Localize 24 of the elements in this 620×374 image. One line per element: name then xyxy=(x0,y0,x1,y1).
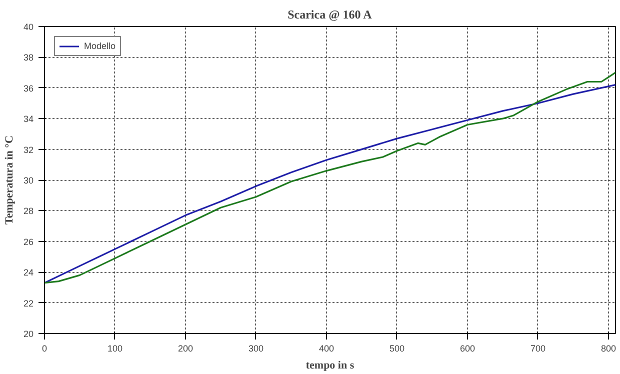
y-tick-label: 32 xyxy=(23,144,34,155)
x-tick-label: 200 xyxy=(178,344,194,354)
x-tick-label: 700 xyxy=(530,344,546,354)
chart-title: Scarica @ 160 A xyxy=(288,8,372,22)
y-tick-label: 22 xyxy=(23,298,34,308)
y-tick-label: 24 xyxy=(23,268,34,278)
y-tick-label: 28 xyxy=(23,206,34,216)
x-tick-label: 600 xyxy=(460,344,475,354)
x-tick-label: 100 xyxy=(107,344,123,354)
legend-label: Modello xyxy=(84,41,116,51)
y-axis-title: Temperatura in °C xyxy=(3,135,16,224)
y-tick-label: 36 xyxy=(23,83,34,94)
y-tick-label: 40 xyxy=(23,22,34,32)
x-tick-label: 300 xyxy=(248,344,264,354)
x-axis-title: tempo in s xyxy=(306,360,355,372)
y-tick-label: 20 xyxy=(23,329,34,339)
x-tick-label: 0 xyxy=(42,344,48,354)
y-tick-label: 34 xyxy=(23,114,34,124)
y-tick-label: 30 xyxy=(23,176,34,186)
y-tick-label: 38 xyxy=(23,52,34,63)
x-tick-label: 500 xyxy=(389,344,404,354)
y-tick-label: 26 xyxy=(23,236,34,247)
x-tick-label: 800 xyxy=(600,344,616,354)
x-tick-label: 400 xyxy=(318,344,334,354)
